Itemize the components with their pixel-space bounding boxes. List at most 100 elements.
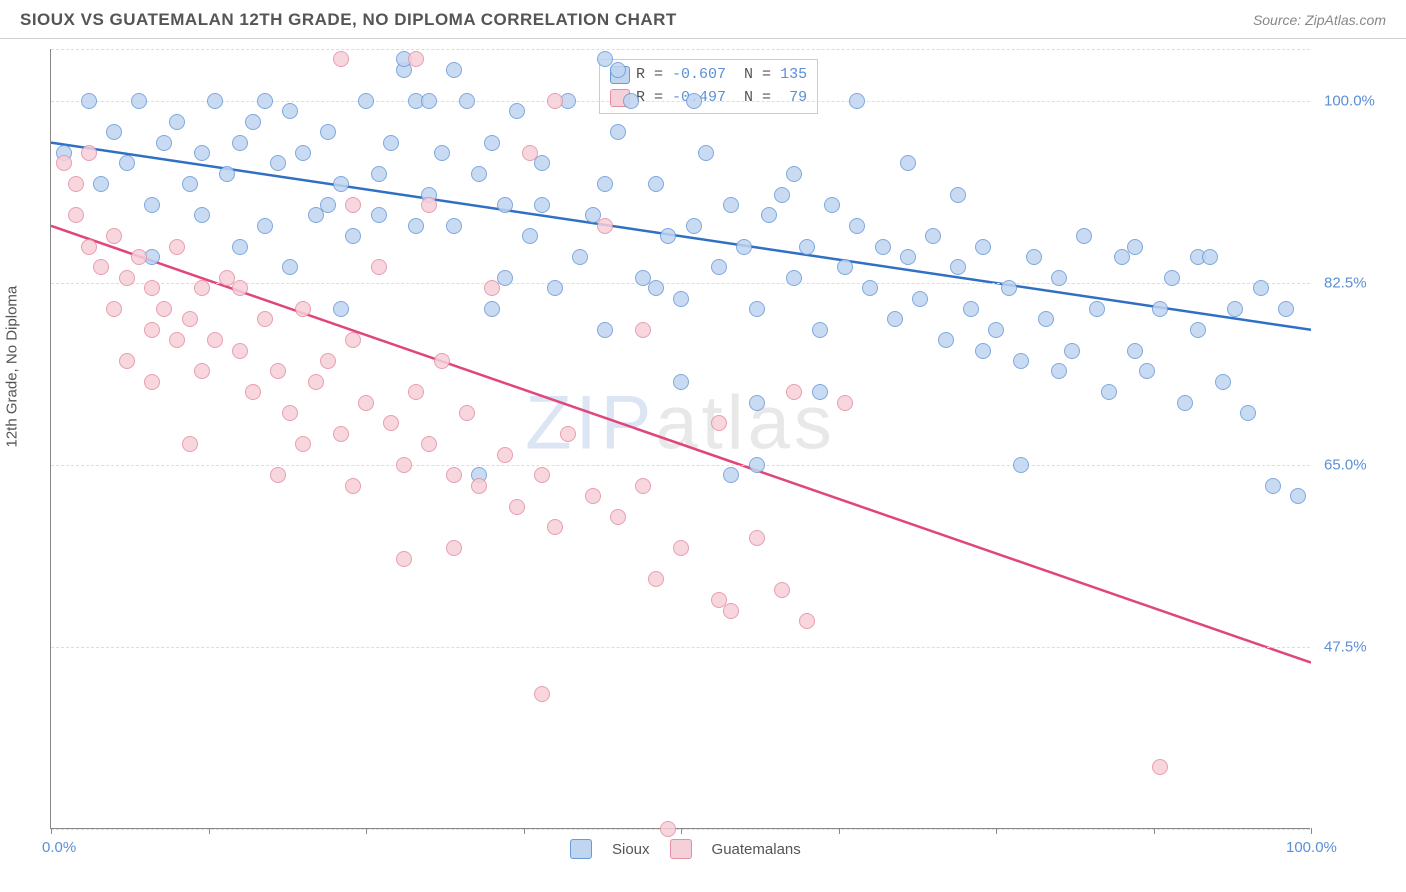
- data-point: [736, 239, 752, 255]
- data-point: [950, 187, 966, 203]
- data-point: [257, 218, 273, 234]
- data-point: [698, 145, 714, 161]
- data-point: [484, 135, 500, 151]
- data-point: [585, 488, 601, 504]
- gridline: [51, 101, 1310, 102]
- data-point: [446, 218, 462, 234]
- data-point: [1164, 270, 1180, 286]
- chart-container: 12th Grade, No Diploma ZIPatlas R = -0.6…: [0, 39, 1406, 889]
- data-point: [320, 124, 336, 140]
- data-point: [1152, 301, 1168, 317]
- x-tick: [366, 828, 367, 834]
- data-point: [975, 343, 991, 359]
- data-point: [119, 155, 135, 171]
- data-point: [1177, 395, 1193, 411]
- data-point: [1101, 384, 1117, 400]
- data-point: [219, 166, 235, 182]
- data-point: [522, 145, 538, 161]
- data-point: [837, 259, 853, 275]
- data-point: [207, 93, 223, 109]
- gridline: [51, 465, 1310, 466]
- data-point: [711, 592, 727, 608]
- data-point: [333, 176, 349, 192]
- data-point: [597, 176, 613, 192]
- data-point: [282, 405, 298, 421]
- data-point: [333, 301, 349, 317]
- data-point: [1278, 301, 1294, 317]
- data-point: [812, 384, 828, 400]
- data-point: [106, 124, 122, 140]
- data-point: [635, 478, 651, 494]
- data-point: [786, 166, 802, 182]
- data-point: [547, 93, 563, 109]
- data-point: [572, 249, 588, 265]
- trend-lines: [51, 49, 1311, 829]
- data-point: [144, 280, 160, 296]
- data-point: [308, 374, 324, 390]
- data-point: [245, 114, 261, 130]
- x-tick: [524, 828, 525, 834]
- data-point: [648, 176, 664, 192]
- data-point: [597, 51, 613, 67]
- data-point: [182, 176, 198, 192]
- legend-row: R = -0.607 N = 135: [610, 64, 807, 87]
- legend-label: Guatemalans: [712, 841, 801, 858]
- data-point: [345, 228, 361, 244]
- data-point: [938, 332, 954, 348]
- data-point: [446, 540, 462, 556]
- data-point: [723, 197, 739, 213]
- data-point: [900, 155, 916, 171]
- watermark-part1: ZIP: [525, 380, 655, 465]
- data-point: [799, 613, 815, 629]
- data-point: [1076, 228, 1092, 244]
- data-point: [849, 218, 865, 234]
- data-point: [434, 145, 450, 161]
- data-point: [749, 301, 765, 317]
- data-point: [459, 93, 475, 109]
- data-point: [900, 249, 916, 265]
- data-point: [786, 384, 802, 400]
- data-point: [358, 395, 374, 411]
- legend-swatch: [570, 839, 592, 859]
- data-point: [1290, 488, 1306, 504]
- data-point: [345, 332, 361, 348]
- data-point: [484, 301, 500, 317]
- data-point: [257, 93, 273, 109]
- data-point: [207, 332, 223, 348]
- data-point: [812, 322, 828, 338]
- data-point: [383, 135, 399, 151]
- data-point: [1190, 322, 1206, 338]
- data-point: [358, 93, 374, 109]
- data-point: [887, 311, 903, 327]
- data-point: [169, 114, 185, 130]
- data-point: [68, 207, 84, 223]
- data-point: [723, 467, 739, 483]
- data-point: [648, 280, 664, 296]
- data-point: [421, 93, 437, 109]
- data-point: [383, 415, 399, 431]
- data-point: [610, 509, 626, 525]
- data-point: [660, 228, 676, 244]
- y-tick-label: 47.5%: [1324, 639, 1367, 656]
- data-point: [396, 551, 412, 567]
- x-max-label: 100.0%: [1286, 839, 1337, 856]
- data-point: [1215, 374, 1231, 390]
- data-point: [509, 499, 525, 515]
- data-point: [1152, 759, 1168, 775]
- data-point: [774, 187, 790, 203]
- data-point: [950, 259, 966, 275]
- data-point: [345, 478, 361, 494]
- data-point: [144, 322, 160, 338]
- data-point: [446, 467, 462, 483]
- data-point: [761, 207, 777, 223]
- data-point: [912, 291, 928, 307]
- data-point: [975, 239, 991, 255]
- data-point: [320, 197, 336, 213]
- y-tick-label: 82.5%: [1324, 275, 1367, 292]
- data-point: [786, 270, 802, 286]
- data-point: [534, 686, 550, 702]
- x-tick: [1154, 828, 1155, 834]
- data-point: [169, 239, 185, 255]
- series-legend: SiouxGuatemalans: [570, 839, 801, 859]
- data-point: [723, 603, 739, 619]
